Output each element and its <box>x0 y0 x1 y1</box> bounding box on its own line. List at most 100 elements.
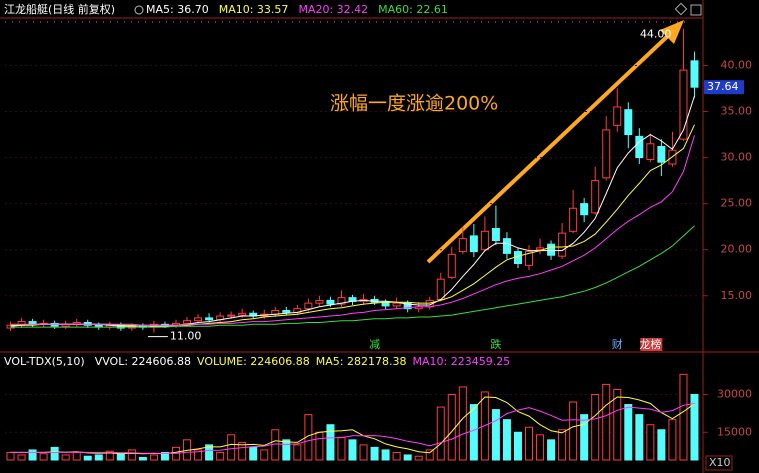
event-box <box>640 338 663 351</box>
candle-body <box>591 180 600 214</box>
volume-bar <box>403 454 412 461</box>
volume-bar <box>348 439 357 461</box>
candle-body <box>227 314 236 317</box>
volume-bar <box>149 454 158 461</box>
candle-body <box>690 60 699 88</box>
volume-bar <box>359 444 368 461</box>
candle-body <box>646 143 655 160</box>
candle-body <box>205 317 214 321</box>
volume-bar <box>28 449 37 461</box>
volume-bar <box>491 409 500 461</box>
volume-bar <box>293 444 302 461</box>
ma-line <box>10 396 695 455</box>
volume-bar <box>105 450 114 461</box>
y-tick-label: 40.00 <box>721 58 753 71</box>
volume-header: VVOL: 224606.88 <box>95 355 191 368</box>
event-marker: 财 <box>612 337 623 351</box>
legend-item: MA5: 282178.38 <box>316 355 407 368</box>
legend-item: MA10: 33.57 <box>219 3 289 16</box>
event-marker: 跌 <box>490 337 501 351</box>
volume-bar <box>194 449 203 461</box>
volume-bar <box>127 449 136 461</box>
trend-arrow-head <box>660 20 684 44</box>
y-tick-label: 30.00 <box>721 151 753 164</box>
candle-body <box>491 228 500 242</box>
volume-bar <box>72 451 81 461</box>
candle-body <box>436 278 445 300</box>
event-marker: 减 <box>369 338 380 351</box>
volume-bar <box>513 431 522 461</box>
candle-body <box>513 251 522 265</box>
candle-body <box>447 253 456 278</box>
chart-title: 江龙船艇(日线 前复权) <box>4 2 115 16</box>
volume-bar <box>61 454 70 461</box>
volume-bar <box>216 451 225 461</box>
volume-bar <box>260 449 269 461</box>
candle-body <box>624 109 633 136</box>
candle-body <box>569 207 578 232</box>
candle-body <box>547 243 556 256</box>
y-tick-label: 35.00 <box>721 105 753 118</box>
y-tick-label: 15.00 <box>721 289 753 302</box>
volume-bar <box>282 439 291 461</box>
window-icon[interactable] <box>690 4 702 16</box>
candle-body <box>502 238 511 254</box>
event-marker: 龙榜 <box>639 337 661 351</box>
volume-bar <box>558 429 567 461</box>
candle-body <box>602 129 611 179</box>
volume-bar <box>381 449 390 461</box>
y-tick-label: 30000 <box>717 387 752 400</box>
legend-item: MA10: 223459.25 <box>412 355 510 368</box>
volume-bar <box>690 393 699 461</box>
candle-body <box>580 203 589 216</box>
candle-body <box>536 247 545 251</box>
y-tick-label: 25.00 <box>721 197 753 210</box>
volume-bar <box>249 446 258 461</box>
ma-line <box>10 135 695 326</box>
volume-bar <box>657 429 666 461</box>
menu-icon[interactable] <box>134 5 144 15</box>
candle-body <box>657 146 666 163</box>
volume-bar <box>580 414 589 461</box>
diamond-icon[interactable] <box>674 2 688 16</box>
price-tag-label: 37.64 <box>707 80 739 93</box>
volume-bar <box>458 386 467 461</box>
volume-bar <box>425 449 434 461</box>
volume-bar <box>502 419 511 461</box>
volume-bar <box>205 444 214 461</box>
volume-bar <box>17 454 26 461</box>
volume-bar <box>569 401 578 461</box>
candle-body <box>480 230 489 251</box>
y-tick-label: 15000 <box>717 425 752 438</box>
ma-line <box>10 403 695 454</box>
volume-bar <box>138 456 147 461</box>
volume-header: VOLUME: 224606.88 <box>197 355 310 368</box>
volume-bar <box>94 454 103 461</box>
volume-bar <box>414 455 423 461</box>
volume-bar <box>392 451 401 461</box>
volume-bar <box>469 404 478 461</box>
candle-body <box>558 232 567 257</box>
volume-bar <box>602 383 611 461</box>
candle-body <box>469 235 478 253</box>
volume-bar <box>50 446 59 461</box>
headline: 涨幅一度涨逾200% <box>330 93 498 115</box>
volume-bar <box>525 426 534 461</box>
volume-bar <box>624 404 633 461</box>
candle-body <box>392 302 401 307</box>
volume-bar <box>536 434 545 461</box>
ma-line <box>10 95 695 328</box>
candle-body <box>403 302 412 310</box>
volume-title: VOL-TDX(5,10) <box>4 355 85 368</box>
candle-body <box>282 310 291 313</box>
price-tag <box>704 80 744 95</box>
candle-body <box>458 238 467 253</box>
candle-body <box>613 106 622 126</box>
volume-bar <box>160 451 169 461</box>
candle-body <box>635 135 644 159</box>
candle-body <box>194 317 203 322</box>
volume-bar <box>436 406 445 461</box>
legend-item: MA5: 36.70 <box>146 3 209 16</box>
high-label: 44.00 <box>640 28 672 41</box>
volume-bar <box>591 393 600 461</box>
